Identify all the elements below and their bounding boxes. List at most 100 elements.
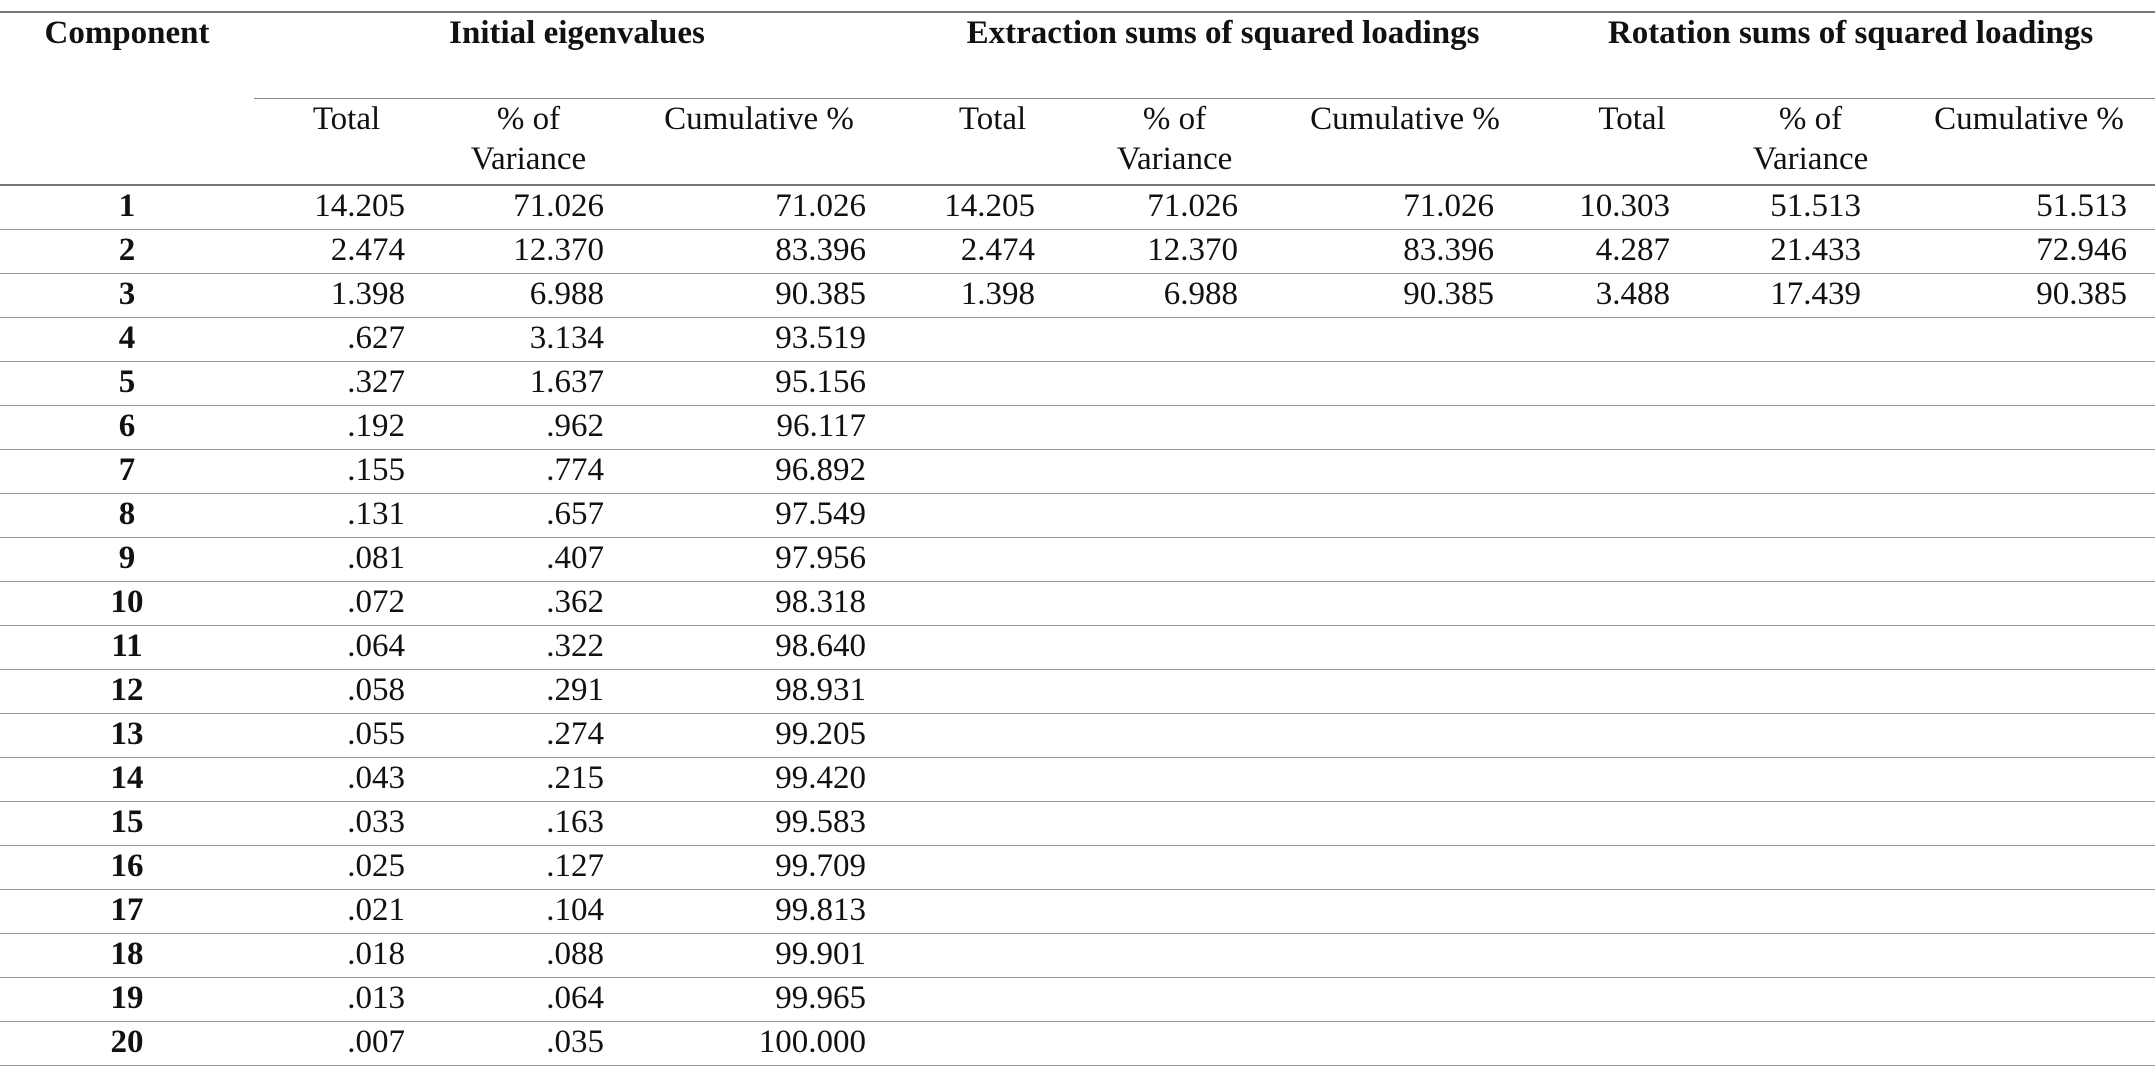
cell-value: .064: [439, 977, 618, 1022]
empty-cell: [1085, 713, 1265, 758]
empty-cell: [900, 361, 1086, 406]
cell-value: 6.988: [439, 273, 618, 318]
empty-cell: [1085, 1021, 1265, 1066]
page: {"table": { "header": { "component": "Co…: [0, 11, 2155, 1078]
empty-cell: [1085, 449, 1265, 494]
empty-cell: [900, 581, 1086, 626]
table-row: 20.007.035 100.000: [0, 1021, 2155, 1066]
empty-cell: [1085, 757, 1265, 802]
table-row: 13.055.274 99.205: [0, 713, 2155, 758]
component-number: 4: [0, 317, 254, 362]
column-header: Cumulative %: [1264, 98, 1547, 186]
empty-cell: [1718, 449, 1904, 494]
empty-cell: [1718, 713, 1904, 758]
empty-cell: [1546, 581, 1719, 626]
cell-value: 100.000: [618, 1021, 901, 1066]
variance-table: Component Initial eigenvalues Extraction …: [0, 11, 2155, 1066]
cell-value: 99.420: [618, 757, 901, 802]
empty-cell: [1546, 889, 1719, 934]
cell-value: 1.398: [900, 273, 1086, 318]
cell-value: 71.026: [439, 185, 618, 230]
table-row: 10.072.362 98.318: [0, 581, 2155, 626]
group-header: Rotation sums of squared loadings: [1546, 11, 2155, 99]
cell-value: 83.396: [1264, 229, 1547, 274]
component-number: 13: [0, 713, 254, 758]
cell-value: 99.205: [618, 713, 901, 758]
empty-cell: [1264, 449, 1547, 494]
empty-cell: [1085, 625, 1265, 670]
component-header: Component: [0, 11, 254, 186]
empty-cell: [1264, 405, 1547, 450]
cell-value: .055: [254, 713, 439, 758]
empty-cell: [1718, 1021, 1904, 1066]
cell-value: .327: [254, 361, 439, 406]
table-row: 9.081.407 97.956: [0, 537, 2155, 582]
empty-cell: [900, 889, 1086, 934]
table-header: Component Initial eigenvalues Extraction …: [0, 11, 2155, 186]
subheader-row: Total% of Variance Cumulative % Total% of …: [0, 98, 2155, 186]
empty-cell: [900, 757, 1086, 802]
cell-value: .627: [254, 317, 439, 362]
component-number: 6: [0, 405, 254, 450]
cell-value: .058: [254, 669, 439, 714]
cell-value: .021: [254, 889, 439, 934]
cell-value: 2.474: [254, 229, 439, 274]
component-number: 10: [0, 581, 254, 626]
empty-cell: [900, 977, 1086, 1022]
cell-value: 97.549: [618, 493, 901, 538]
empty-cell: [1903, 493, 2155, 538]
empty-cell: [900, 493, 1086, 538]
cell-value: .192: [254, 405, 439, 450]
column-header: % of Variance: [1085, 98, 1265, 186]
empty-cell: [1903, 669, 2155, 714]
empty-cell: [1546, 317, 1719, 362]
cell-value: 2.474: [900, 229, 1086, 274]
empty-cell: [1085, 405, 1265, 450]
cell-value: .322: [439, 625, 618, 670]
table-row: 3 1.398 6.988 90.385 1.398 6.988 90.385 3.488 17…: [0, 273, 2155, 318]
table-row: 8.131.657 97.549: [0, 493, 2155, 538]
empty-cell: [1085, 977, 1265, 1022]
empty-cell: [1085, 801, 1265, 846]
empty-cell: [900, 669, 1086, 714]
empty-cell: [1903, 317, 2155, 362]
table-row: 2 2.474 12.370 83.396 2.474 12.370 83.396 4.287…: [0, 229, 2155, 274]
empty-cell: [1546, 449, 1719, 494]
empty-cell: [1546, 757, 1719, 802]
cell-value: 90.385: [1264, 273, 1547, 318]
cell-value: 99.813: [618, 889, 901, 934]
empty-cell: [1903, 1021, 2155, 1066]
empty-cell: [1085, 889, 1265, 934]
empty-cell: [1718, 801, 1904, 846]
empty-cell: [900, 1021, 1086, 1066]
empty-cell: [900, 405, 1086, 450]
component-number: 12: [0, 669, 254, 714]
empty-cell: [1085, 581, 1265, 626]
empty-cell: [1718, 625, 1904, 670]
cell-value: 99.901: [618, 933, 901, 978]
empty-cell: [1085, 933, 1265, 978]
table-row: 12.058.291 98.931: [0, 669, 2155, 714]
empty-cell: [1903, 845, 2155, 890]
cell-value: 99.965: [618, 977, 901, 1022]
cell-value: 4.287: [1546, 229, 1719, 274]
empty-cell: [1085, 669, 1265, 714]
cell-value: 3.488: [1546, 273, 1719, 318]
cell-value: 99.709: [618, 845, 901, 890]
cell-value: 21.433: [1718, 229, 1904, 274]
cell-value: 17.439: [1718, 273, 1904, 318]
component-number: 2: [0, 229, 254, 274]
empty-cell: [1085, 317, 1265, 362]
empty-cell: [1546, 933, 1719, 978]
empty-cell: [1264, 669, 1547, 714]
cell-value: .127: [439, 845, 618, 890]
empty-cell: [1264, 889, 1547, 934]
empty-cell: [1546, 801, 1719, 846]
empty-cell: [1264, 317, 1547, 362]
empty-cell: [1903, 977, 2155, 1022]
cell-value: 1.637: [439, 361, 618, 406]
empty-cell: [1718, 493, 1904, 538]
empty-cell: [1264, 757, 1547, 802]
cell-value: 96.117: [618, 405, 901, 450]
empty-cell: [1546, 977, 1719, 1022]
